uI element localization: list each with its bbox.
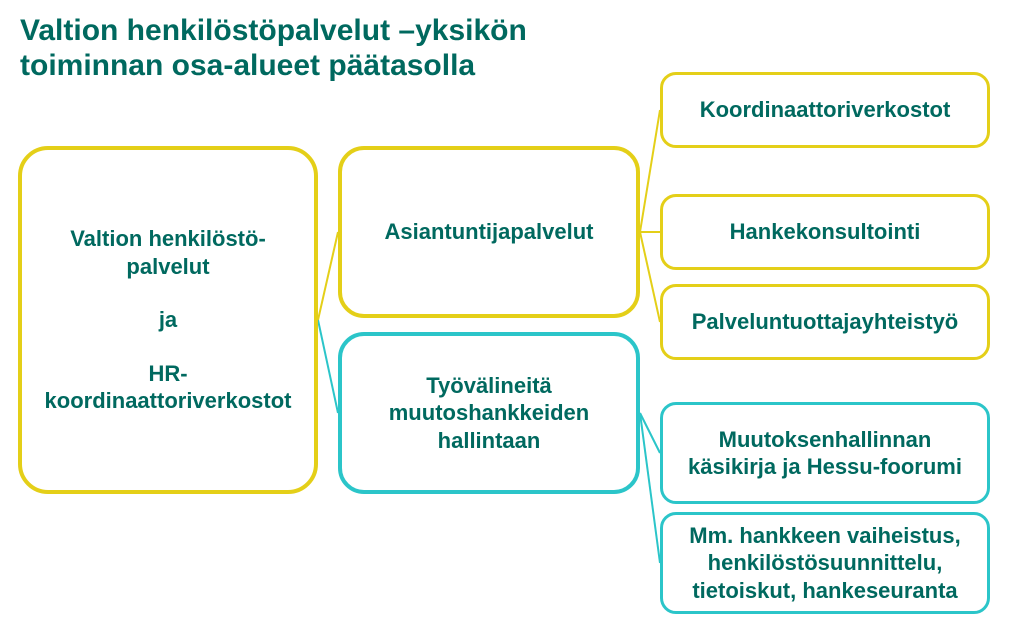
right-box-2: Hankekonsultointi — [660, 194, 990, 270]
root-box: Valtion henkilöstö-palvelut ja HR-koordina… — [18, 146, 318, 494]
mid-bottom-box: Työvälineitä muutoshankkeiden hallintaan — [338, 332, 640, 494]
right-box-1: Koordinaattoriverkostot — [660, 72, 990, 148]
mid-top-box: Asiantuntijapalvelut — [338, 146, 640, 318]
right-box-5: Mm. hankkeen vaiheistus, henkilöstösuunn… — [660, 512, 990, 614]
root-line: ja — [32, 306, 304, 334]
page-title: Valtion henkilöstöpalvelut –yksiköntoimi… — [20, 14, 527, 83]
right-box-4: Muutoksenhallinnan käsikirja ja Hessu-fo… — [660, 402, 990, 504]
root-line: HR-koordinaattoriverkostot — [32, 360, 304, 415]
root-line: Valtion henkilöstö-palvelut — [32, 225, 304, 280]
right-box-3: Palveluntuottajayhteistyö — [660, 284, 990, 360]
